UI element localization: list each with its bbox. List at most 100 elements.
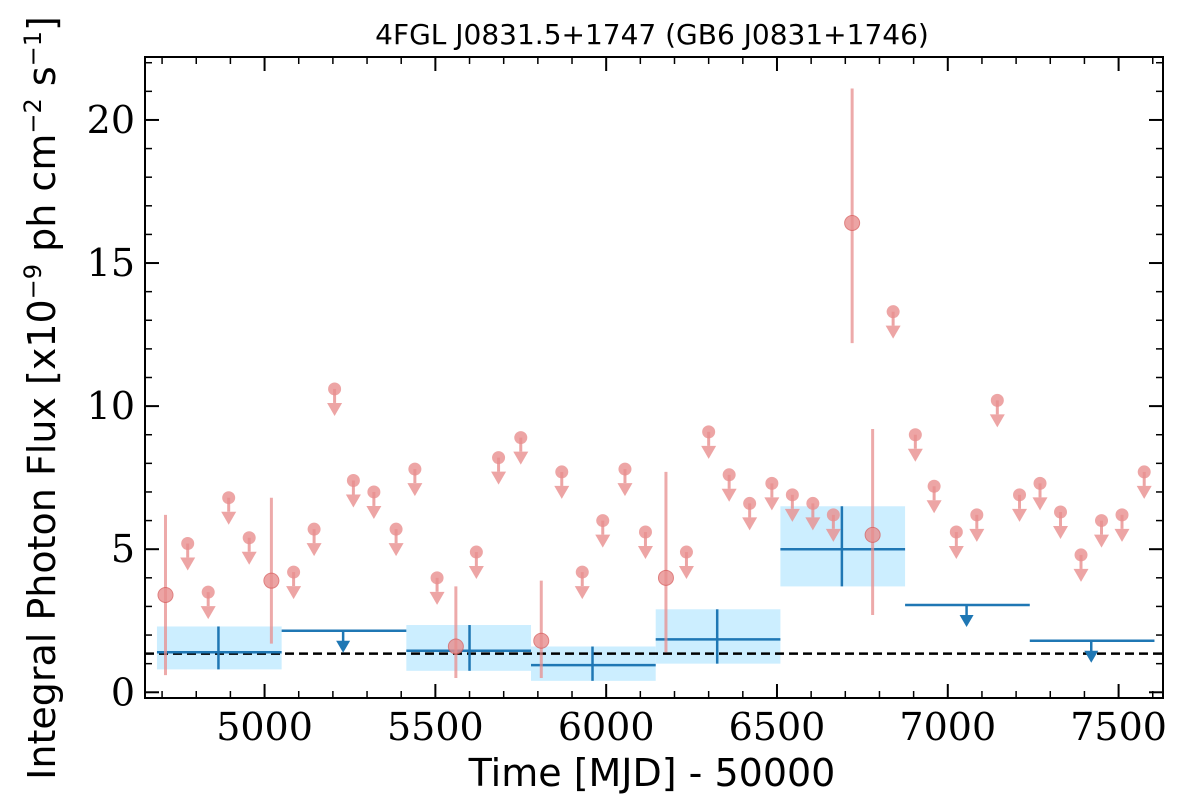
short-bin-ul-point-0 bbox=[181, 536, 195, 550]
short-bin-ul-point-31 bbox=[949, 525, 963, 539]
short-bin-point-0 bbox=[157, 586, 174, 603]
short-bin-ul-point-38 bbox=[1095, 514, 1109, 528]
short-bin-ul-arrow-9 bbox=[388, 543, 404, 557]
x-tick-label-4: 7000 bbox=[899, 705, 996, 749]
short-bin-ul-arrow-29 bbox=[907, 448, 923, 462]
short-bin-ul-point-2 bbox=[222, 491, 236, 505]
short-bin-ul-point-8 bbox=[367, 485, 381, 499]
short-bin-ul-point-20 bbox=[679, 545, 693, 559]
short-bin-ul-arrow-7 bbox=[345, 494, 361, 508]
short-bin-ul-point-21 bbox=[702, 425, 716, 439]
short-bin-ul-point-7 bbox=[346, 474, 360, 488]
short-bin-point-3 bbox=[533, 632, 550, 649]
x-axis-label: Time [MJD] - 50000 bbox=[468, 751, 836, 795]
short-bin-ul-arrow-34 bbox=[1012, 508, 1028, 522]
short-bin-ul-point-39 bbox=[1115, 508, 1129, 522]
short-bin-ul-arrow-17 bbox=[595, 534, 611, 548]
short-bin-ul-point-24 bbox=[765, 476, 779, 490]
short-bin-ul-point-32 bbox=[970, 508, 984, 522]
short-bin-ul-arrow-16 bbox=[574, 586, 590, 600]
y-axis-label-exp1: −9 bbox=[19, 264, 47, 299]
short-bin-ul-arrow-28 bbox=[885, 325, 901, 339]
x-tick-label-5: 7500 bbox=[1070, 705, 1167, 749]
y-tick-label-2: 10 bbox=[87, 384, 135, 428]
plot-area: 5000 5500 6000 6500 7000 7500 0 5 10 15 20 bbox=[87, 56, 1167, 749]
short-bin-ul-arrow-3 bbox=[241, 551, 257, 565]
short-bin-ul-point-16 bbox=[575, 565, 589, 579]
short-bin-ul-arrow-13 bbox=[491, 471, 507, 485]
x-tick-label-2: 6000 bbox=[558, 705, 655, 749]
short-bin-ul-arrow-2 bbox=[221, 511, 237, 525]
short-bin-ul-arrow-35 bbox=[1032, 497, 1048, 511]
y-tick-label-4: 20 bbox=[87, 98, 135, 142]
short-bin-ul-point-12 bbox=[469, 545, 483, 559]
short-bin-ul-point-6 bbox=[328, 382, 342, 396]
short-bin-ul-point-37 bbox=[1074, 548, 1088, 562]
short-bin-ul-arrow-19 bbox=[637, 546, 653, 560]
short-bin-ul-arrow-5 bbox=[306, 543, 322, 557]
short-bin-ul-point-23 bbox=[743, 496, 757, 510]
short-bin-ul-arrow-11 bbox=[429, 591, 445, 605]
short-bin-ul-arrow-26 bbox=[805, 517, 821, 531]
short-bin-point-2 bbox=[447, 638, 464, 655]
short-bin-ul-arrow-23 bbox=[742, 517, 758, 531]
short-bin-point-6 bbox=[864, 526, 881, 543]
short-bin-ul-point-14 bbox=[514, 431, 528, 445]
short-bin-ul-arrow-40 bbox=[1136, 485, 1152, 499]
short-bin-ul-point-18 bbox=[618, 462, 632, 476]
short-bin-ul-point-40 bbox=[1137, 465, 1151, 479]
short-bin-ul-arrow-12 bbox=[468, 566, 484, 580]
long-bin-ul-arrow-1 bbox=[336, 640, 351, 653]
x-tick-label-0: 5000 bbox=[216, 705, 313, 749]
short-bin-ul-arrow-10 bbox=[407, 483, 423, 497]
y-tick-label-1: 5 bbox=[111, 527, 135, 571]
short-bin-ul-point-33 bbox=[990, 393, 1004, 407]
short-bin-ul-arrow-33 bbox=[989, 414, 1005, 428]
short-bin-ul-point-9 bbox=[389, 522, 403, 536]
short-bin-ul-arrow-39 bbox=[1114, 528, 1130, 542]
short-bin-ul-arrow-4 bbox=[286, 586, 302, 600]
short-bin-ul-point-29 bbox=[908, 428, 922, 442]
short-bin-ul-point-1 bbox=[201, 585, 215, 599]
short-bin-point-1 bbox=[263, 572, 280, 589]
short-bin-ul-point-27 bbox=[826, 508, 840, 522]
short-bin-ul-point-17 bbox=[596, 514, 610, 528]
short-bin-ul-point-28 bbox=[886, 305, 900, 319]
y-axis-label-main: Integral Photon Flux [x10 bbox=[20, 299, 64, 780]
long-bin-ul-arrow-6 bbox=[959, 614, 974, 627]
y-tick-label-3: 15 bbox=[87, 241, 135, 285]
y-axis-label-mid2: s bbox=[20, 66, 64, 98]
short-bin-ul-arrow-20 bbox=[678, 566, 694, 580]
short-bin-ul-point-11 bbox=[430, 571, 444, 585]
short-bin-ul-arrow-38 bbox=[1094, 534, 1110, 548]
short-bin-ul-arrow-37 bbox=[1073, 568, 1089, 582]
y-axis-label: Integral Photon Flux [x10−9 ph cm−2 s−1] bbox=[19, 16, 64, 780]
short-bin-ul-arrow-24 bbox=[764, 497, 780, 511]
short-bin-ul-arrow-8 bbox=[366, 505, 382, 519]
x-tick-label-3: 6500 bbox=[729, 705, 826, 749]
short-bin-ul-arrow-32 bbox=[969, 528, 985, 542]
short-bin-point-4 bbox=[657, 569, 674, 586]
short-bin-ul-point-5 bbox=[307, 522, 321, 536]
short-bin-ul-arrow-30 bbox=[926, 500, 942, 514]
long-bin-ul-arrow-7 bbox=[1084, 650, 1099, 663]
short-bin-ul-arrow-31 bbox=[948, 546, 964, 560]
short-bin-point-5 bbox=[844, 214, 861, 231]
short-bin-ul-point-30 bbox=[927, 479, 941, 493]
short-bin-ul-arrow-0 bbox=[180, 557, 196, 571]
short-bin-ul-point-3 bbox=[242, 531, 256, 545]
short-bin-ul-arrow-21 bbox=[701, 445, 717, 459]
short-bin-ul-arrow-1 bbox=[200, 606, 216, 620]
short-bin-ul-arrow-36 bbox=[1053, 525, 1069, 539]
short-bin-ul-arrow-27 bbox=[825, 528, 841, 542]
short-bin-ul-point-15 bbox=[555, 465, 569, 479]
y-axis-label-end: ] bbox=[20, 16, 64, 31]
short-bin-ul-point-26 bbox=[806, 496, 820, 510]
short-bin-ul-point-36 bbox=[1054, 505, 1068, 519]
short-bin-ul-arrow-22 bbox=[721, 488, 737, 502]
short-bin-ul-arrow-15 bbox=[554, 485, 570, 499]
axes-frame bbox=[144, 56, 1164, 699]
chart-title: 4FGL J0831.5+1747 (GB6 J0831+1746) bbox=[375, 18, 929, 51]
short-bin-ul-point-34 bbox=[1013, 488, 1027, 502]
